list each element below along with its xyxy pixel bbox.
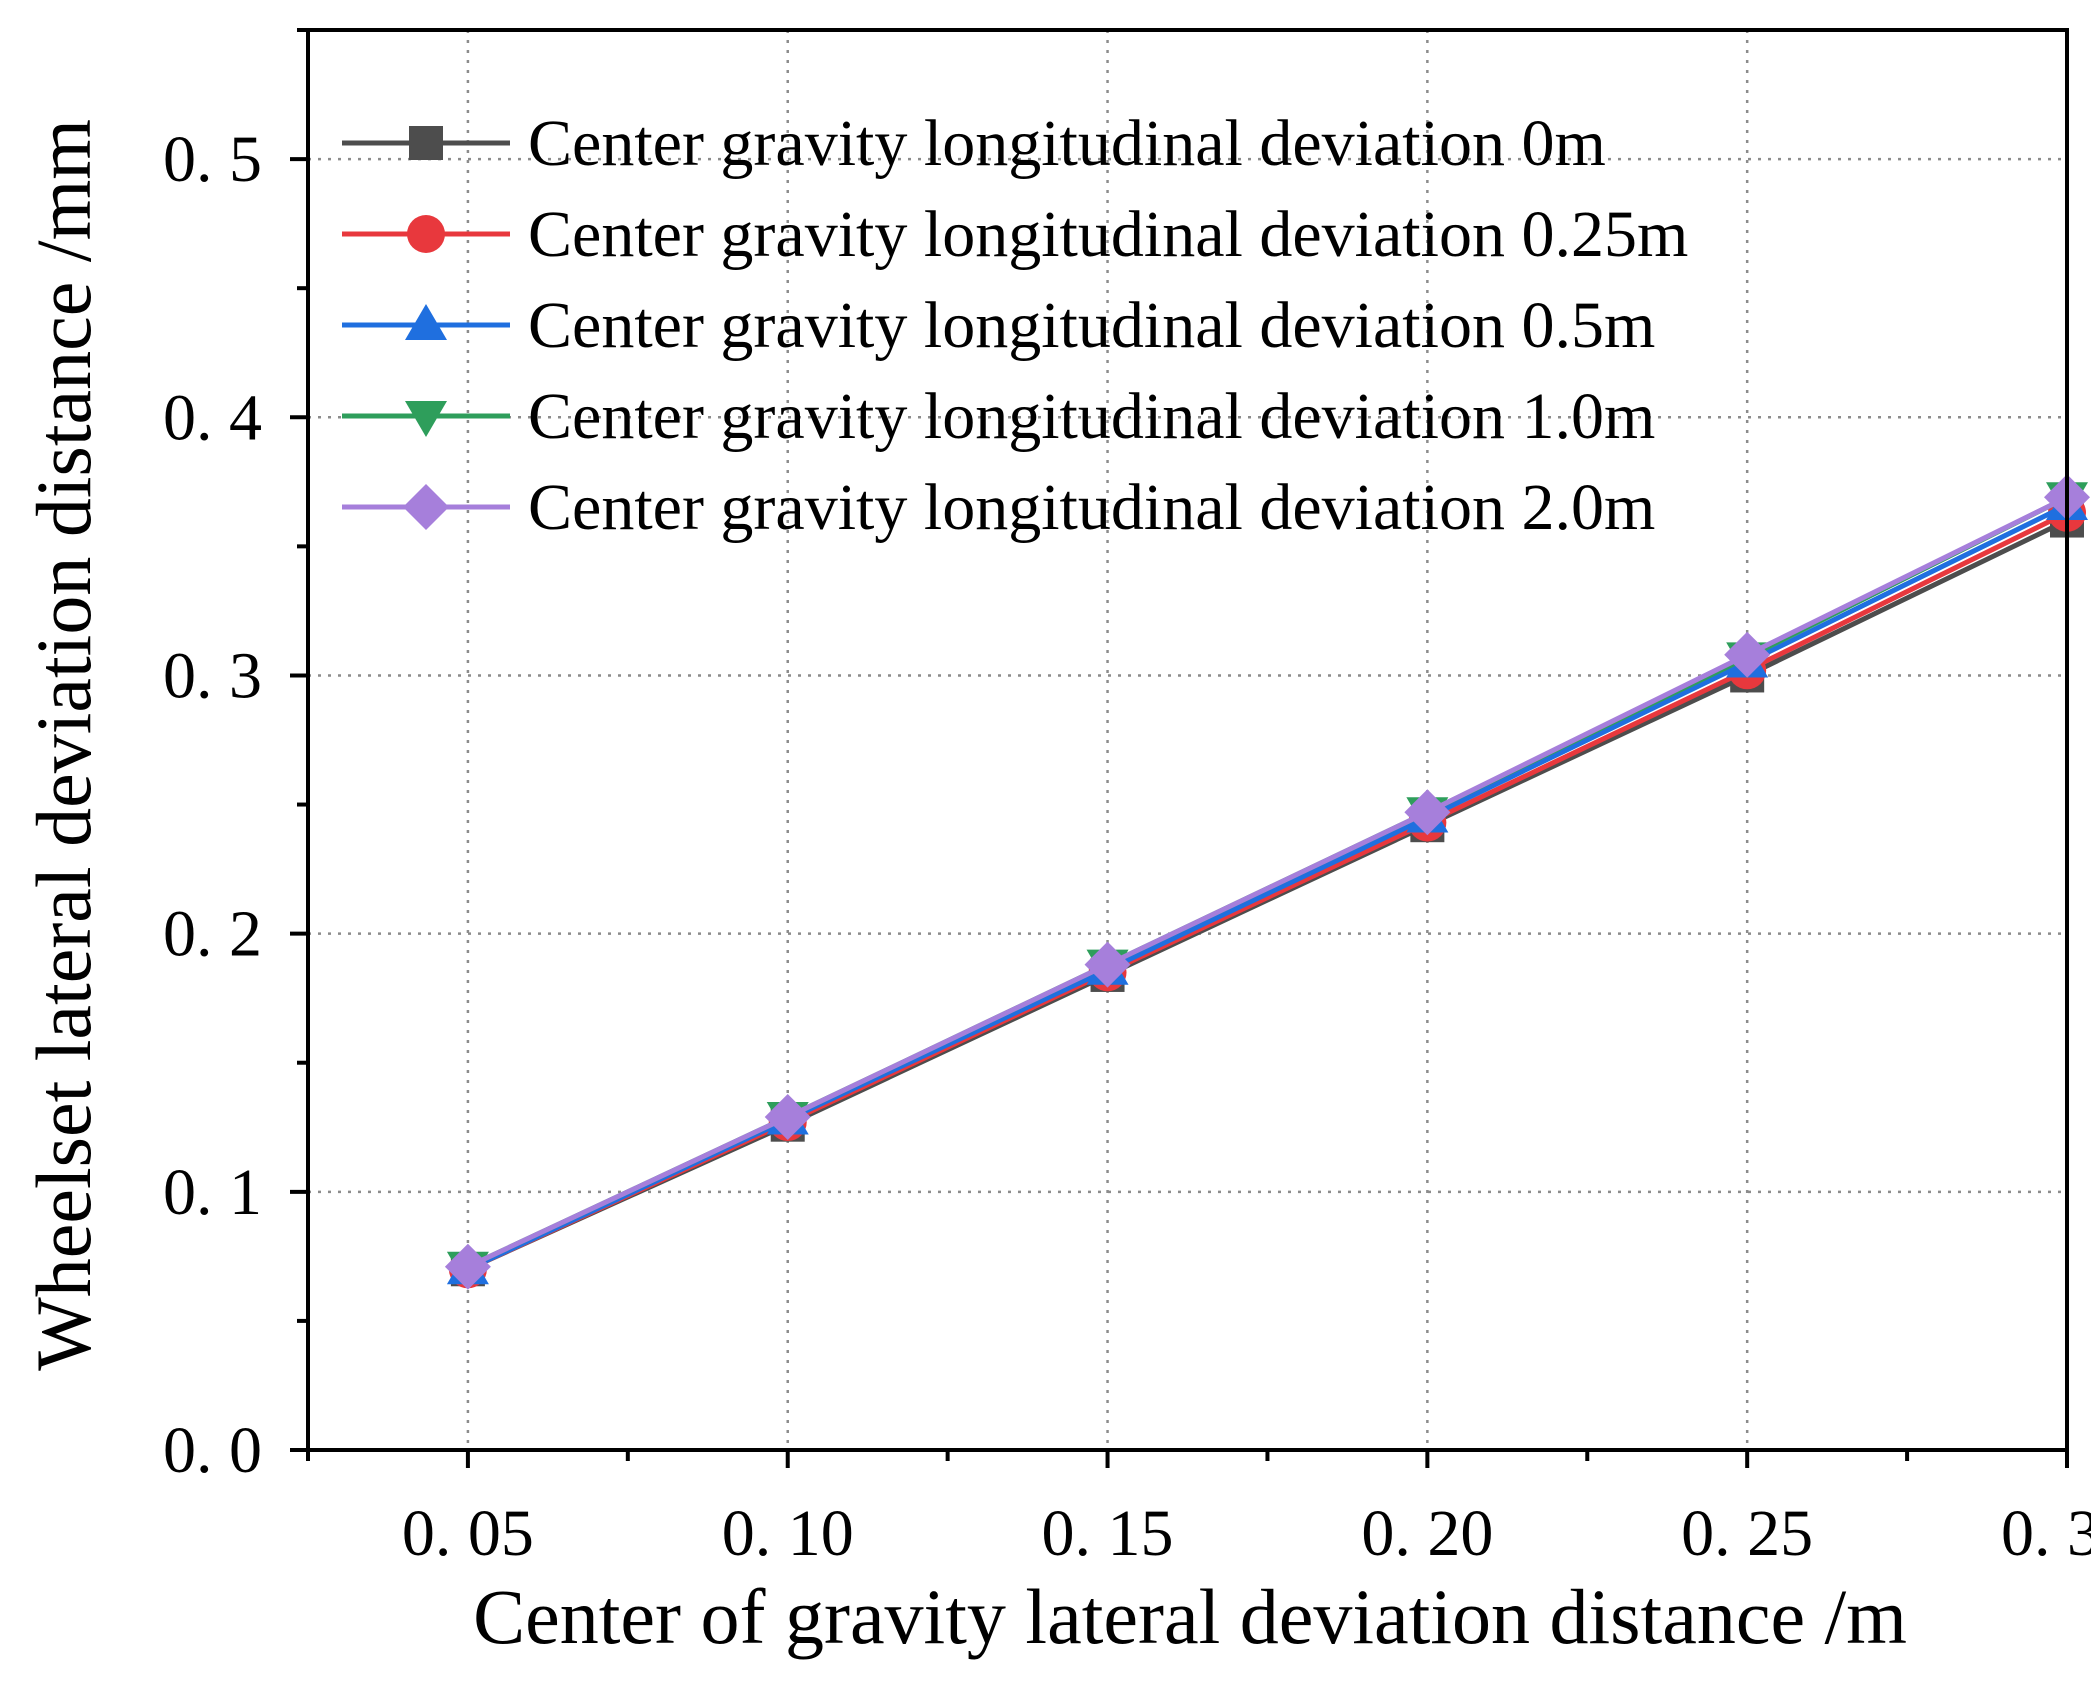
legend-marker (405, 304, 447, 340)
legend-marker (409, 126, 443, 160)
x-tick-label: 0. 20 (1361, 1497, 1493, 1570)
y-tick-label: 0. 2 (163, 898, 262, 971)
series-line (466, 495, 2069, 1269)
y-tick-label: 0. 5 (163, 123, 262, 196)
x-axis-title: Center of gravity lateral deviation dist… (473, 1573, 1907, 1660)
legend-label: Center gravity longitudinal deviation 0m (528, 107, 1606, 180)
y-axis-title: Wheelset lateral deviation distance /mm (20, 119, 107, 1371)
data-point (1404, 789, 1451, 836)
legend-label: Center gravity longitudinal deviation 2.… (528, 471, 1655, 544)
plot-frame (306, 28, 2069, 1452)
legend-entry-3: Center gravity longitudinal deviation 1.… (342, 380, 1655, 453)
x-tick-label: 0. 15 (1042, 1497, 1174, 1570)
series-lines (444, 474, 2090, 1290)
legend-label: Center gravity longitudinal deviation 0.… (528, 198, 1688, 271)
x-tick-label: 0. 05 (402, 1497, 534, 1570)
data-point (1084, 941, 1131, 988)
ticks: 0. 05 0. 10 0. 15 0. 20 0. 25 0. 30 0. 0 0. 1 0.… (163, 28, 2091, 1570)
data-point (764, 1093, 811, 1140)
data-point (1724, 631, 1771, 678)
legend-label: Center gravity longitudinal deviation 0.… (528, 289, 1655, 362)
legend-entry-2: Center gravity longitudinal deviation 0.… (342, 289, 1655, 362)
legend-entry-1: Center gravity longitudinal deviation 0.… (342, 198, 1688, 271)
legend-marker (405, 401, 447, 437)
legend-label: Center gravity longitudinal deviation 1.… (528, 380, 1655, 453)
y-tick-label: 0. 3 (163, 639, 262, 712)
data-point (444, 1243, 491, 1290)
x-tick-label: 0. 25 (1681, 1497, 1813, 1570)
y-tick-label: 0. 4 (163, 381, 262, 454)
legend-marker (407, 215, 445, 253)
legend-entry-4: Center gravity longitudinal deviation 2.… (342, 471, 1655, 544)
legend-marker (403, 484, 449, 530)
y-tick-label: 0. 1 (163, 1156, 262, 1229)
legend: Center gravity longitudinal deviation 0m… (342, 107, 1688, 544)
legend-entry-0: Center gravity longitudinal deviation 0m (342, 107, 1606, 180)
y-tick-label: 0. 0 (163, 1414, 262, 1487)
series-2 (446, 484, 2088, 1285)
x-tick-label: 0. 30 (2001, 1497, 2091, 1570)
plot-border (306, 28, 2069, 1452)
x-tick-label: 0. 10 (722, 1497, 854, 1570)
